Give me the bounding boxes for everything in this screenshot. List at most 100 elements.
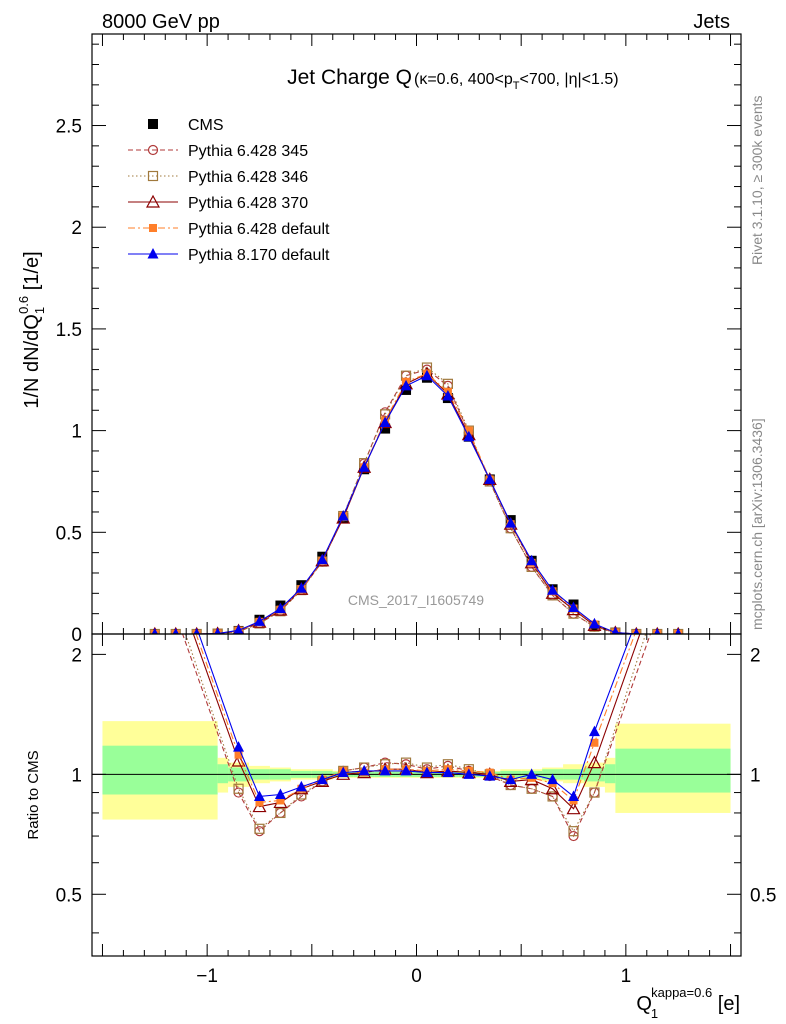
title-detail-part1: (κ=0.6, 400<p: [414, 71, 513, 88]
series-point-5: [379, 416, 391, 427]
series-point-5: [505, 517, 517, 528]
legend-marker: [147, 248, 159, 259]
legend-marker: [149, 224, 157, 232]
legend-label: Pythia 6.428 370: [188, 195, 308, 212]
series-line-5: [154, 375, 679, 634]
ratio-point-3: [255, 798, 264, 807]
series-point-5: [611, 626, 620, 634]
legend-label: CMS: [188, 117, 224, 134]
mcplots-label: mcplots.cern.ch [arXiv:1306.3436]: [749, 418, 765, 630]
chart-title-detail: (κ=0.6, 400<pT<700, |η|<1.5): [414, 71, 619, 92]
ratio-point-4: [233, 741, 245, 752]
ratio-point-1: [233, 783, 244, 794]
y-label-sub: 1: [32, 307, 47, 314]
y-label-main: 1/N dN/dQ: [21, 314, 43, 408]
ratio-axis-label: Ratio to CMS: [25, 750, 42, 839]
ratio-point-1: [275, 807, 286, 819]
ratio-line-4: [198, 634, 632, 798]
ratio-point-2: [545, 781, 560, 795]
y-tick-label: 2: [71, 218, 82, 239]
y-axis-label: 1/N dN/dQ10.6 [1/e]: [16, 251, 47, 408]
ratio-point-4: [484, 770, 496, 781]
series-point-5: [274, 602, 286, 614]
ratio-point-4: [295, 780, 307, 792]
ratio-panel: −1 0 1 0.5 0.5 1 1 2 2: [56, 633, 776, 987]
series-5: [151, 369, 682, 634]
ratio-point-3: [276, 796, 285, 805]
y-tick-label: 1.5: [56, 320, 82, 341]
rivet-label: Rivet 3.1.10, ≥ 300k events: [749, 95, 765, 265]
ratio-point-4: [337, 766, 349, 778]
ratio-point-3: [590, 738, 599, 747]
ratio-point-3: [234, 750, 243, 759]
y-tick-label: 1: [71, 422, 82, 443]
series-point-0: [380, 423, 391, 434]
legend-label: Pythia 8.170 default: [188, 247, 330, 264]
ratio-point-1: [547, 791, 558, 802]
series-point-5: [253, 615, 265, 626]
ratio-band-inner: [102, 745, 218, 795]
legend-label: Pythia 6.428 346: [188, 169, 308, 186]
ratio-point-4: [400, 764, 412, 776]
title-detail-sub: T: [513, 80, 520, 92]
ratio-point-1: [568, 826, 579, 837]
series-point-5: [295, 582, 307, 593]
series-point-5: [172, 628, 179, 634]
series-point-5: [233, 624, 244, 634]
header-energy: 8000 GeV pp: [102, 11, 220, 33]
ratio-point-1: [254, 823, 265, 834]
series-point-5: [654, 628, 661, 634]
ratio-band-inner: [217, 764, 229, 784]
ratio-line-1: [184, 634, 647, 833]
series-point-5: [358, 461, 370, 472]
x-label-unit: [e]: [712, 993, 740, 1015]
series-point-5: [316, 553, 328, 565]
ratio-point-4: [421, 766, 433, 778]
ratio-point-4: [526, 768, 538, 779]
x-label-sup: kappa=0.6: [651, 985, 712, 1000]
x-label-main: Q: [636, 993, 652, 1015]
series-point-5: [526, 554, 538, 566]
ratio-series-4: [198, 634, 632, 801]
series-point-5: [484, 473, 496, 484]
series-point-4: [464, 426, 473, 435]
legend-label: Pythia 6.428 345: [188, 143, 308, 160]
ratio-point-4: [505, 773, 517, 785]
series-point-5: [337, 510, 349, 521]
ratio-point-4: [253, 790, 265, 801]
series-point-5: [421, 369, 433, 381]
ratio-point-2: [566, 801, 581, 815]
ratio-point-4: [316, 773, 328, 785]
chart-title: Jet Charge Q: [287, 66, 412, 89]
ratio-y-tick-label-left: 2: [71, 645, 82, 666]
x-tick-label: 1: [621, 966, 632, 987]
ratio-bands: [102, 721, 731, 820]
series-point-5: [568, 601, 580, 613]
ratio-series-0: [182, 634, 651, 842]
ratio-point-4: [568, 790, 580, 801]
x-tick-label: −1: [196, 966, 218, 987]
ratio-point-4: [442, 766, 454, 778]
legend-marker: [147, 144, 159, 156]
ratio-y-tick-label-left: 0.5: [56, 885, 82, 906]
ratio-y-tick-label-left: 1: [71, 765, 82, 786]
x-tick-label: 0: [411, 966, 422, 987]
y-label-sup: 0.6: [16, 296, 31, 314]
ratio-y-tick-label-right: 2: [750, 645, 761, 666]
y-label-unit: [1/e]: [21, 251, 43, 295]
analysis-watermark: CMS_2017_I1605749: [348, 592, 484, 608]
series-point-5: [151, 628, 158, 634]
series-point-5: [675, 628, 682, 634]
legend-marker: [145, 194, 161, 208]
legend-marker: [148, 119, 158, 129]
ratio-y-tick-label-right: 0.5: [750, 885, 776, 906]
ratio-point-4: [588, 725, 600, 737]
legend: CMS Pythia 6.428 345 Pythia 6.428 346 Pythi…: [128, 117, 330, 264]
ratio-point-4: [274, 788, 286, 799]
title-detail-part2: <700, |η|<1.5): [519, 71, 618, 88]
series-point-5: [463, 430, 475, 442]
y-tick-label: 0.5: [56, 523, 82, 544]
legend-label: Pythia 6.428 default: [188, 221, 330, 238]
ratio-point-4: [463, 768, 475, 779]
